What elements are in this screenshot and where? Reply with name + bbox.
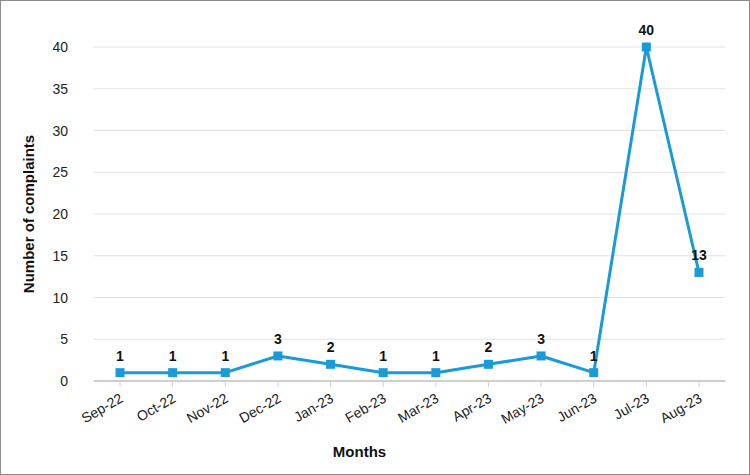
data-label: 1	[169, 348, 177, 364]
x-tick-label: Oct-22	[134, 390, 179, 425]
grid-line	[94, 88, 726, 89]
data-label: 13	[691, 247, 707, 263]
y-tick-label: 0	[60, 373, 68, 389]
marker	[694, 268, 703, 277]
marker	[484, 360, 493, 369]
x-tick	[172, 381, 173, 387]
y-tick-label: 35	[52, 81, 68, 97]
x-tick	[541, 381, 542, 387]
data-label: 3	[274, 331, 282, 347]
data-label: 1	[590, 348, 598, 364]
x-axis-title: Months	[333, 443, 386, 460]
x-tick-label: Sep-22	[78, 390, 125, 427]
grid-line	[94, 47, 726, 48]
x-tick	[698, 381, 699, 387]
marker	[537, 351, 546, 360]
y-axis-title: Number of complaints	[20, 135, 37, 293]
plot-area	[116, 43, 704, 378]
grid-line	[94, 297, 726, 298]
frame	[1, 1, 750, 475]
x-tick-label: Mar-23	[395, 390, 442, 426]
chart-svg: 0 5 10 15 20 25 30 35 40 Sep-22 Oct-22Nov-22Dec-22…	[0, 0, 750, 475]
data-label: 2	[327, 339, 335, 355]
grid-line	[94, 130, 726, 131]
grid-line	[94, 381, 726, 382]
x-tick	[225, 381, 226, 387]
marker	[642, 43, 651, 52]
x-tick-label: Feb-23	[342, 390, 389, 426]
data-label: 40	[639, 22, 655, 38]
x-tick-label: Apr-23	[450, 390, 495, 425]
marker	[589, 368, 598, 377]
marker	[168, 368, 177, 377]
grid-line	[94, 214, 726, 215]
grid-line	[94, 255, 726, 256]
marker	[273, 351, 282, 360]
y-tick-label: 20	[52, 206, 68, 222]
data-label: 3	[537, 331, 545, 347]
series-line	[120, 47, 699, 373]
marker	[326, 360, 335, 369]
x-tick	[488, 381, 489, 387]
x-axis-line	[94, 381, 726, 382]
x-tick	[593, 381, 594, 387]
x-tick	[383, 381, 384, 387]
x-tick	[646, 381, 647, 387]
chart-container: 0 5 10 15 20 25 30 35 40 Sep-22 Oct-22Nov-22Dec-22…	[0, 0, 750, 475]
grid-line	[94, 339, 726, 340]
y-tick-label: 40	[52, 39, 68, 55]
x-tick	[330, 381, 331, 387]
data-label: 1	[432, 348, 440, 364]
x-tick-label: Jul-23	[611, 390, 652, 423]
x-tick-label: Dec-22	[236, 390, 283, 427]
marker	[221, 368, 230, 377]
marker	[116, 368, 125, 377]
marker	[379, 368, 388, 377]
x-tick	[277, 381, 278, 387]
y-tick-label: 15	[52, 248, 68, 264]
data-label: 2	[485, 339, 493, 355]
x-tick-label: Jun-23	[554, 390, 599, 425]
x-tick	[435, 381, 436, 387]
x-tick-label: May-23	[498, 390, 547, 427]
x-tick-label: Jan-23	[291, 390, 336, 425]
x-tick-label: Aug-23	[657, 390, 704, 427]
y-tick-label: 10	[52, 290, 68, 306]
data-label: 1	[116, 348, 124, 364]
y-tick-label: 30	[52, 123, 68, 139]
y-tick-label: 25	[52, 164, 68, 180]
x-tick	[120, 381, 121, 387]
y-tick-label: 5	[60, 331, 68, 347]
data-label: 1	[379, 348, 387, 364]
grid-line	[94, 172, 726, 173]
marker	[431, 368, 440, 377]
data-label: 1	[221, 348, 229, 364]
x-tick-label: Nov-22	[184, 390, 231, 427]
